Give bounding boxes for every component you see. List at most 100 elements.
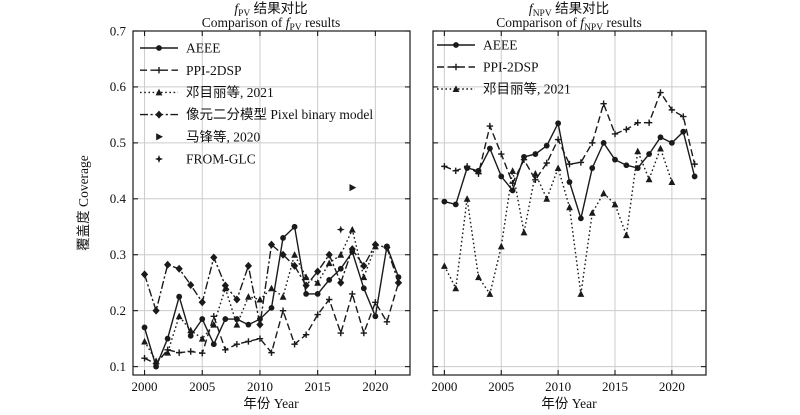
x-tick-label: 2005 [488,379,514,394]
marker-triangle [337,251,345,258]
marker-plus [349,290,356,298]
marker-plus [680,113,687,120]
marker-circle [372,313,379,320]
x-tick-label: 2015 [602,379,628,394]
marker-circle [156,45,162,51]
marker-triangle [175,312,183,320]
marker-triangle [141,337,148,345]
y-tick-label: 0.1 [110,359,126,374]
marker-plus [634,119,641,126]
marker-triangle [600,189,608,197]
marker-triangle [497,242,505,250]
series [440,89,698,297]
marker-plus [360,329,368,337]
x-tick-label: 2015 [305,379,331,394]
marker-plus [532,176,539,183]
left-chart-title-zh: fPV 结果对比 [234,1,307,19]
marker-circle [532,151,539,157]
marker-triangle [452,284,460,292]
legend-entry: AEEE [140,41,221,56]
legend-label: AEEE [186,41,221,56]
marker-diamond [290,261,299,270]
marker-plus [566,160,573,168]
marker-circle [646,151,653,157]
marker-plus [543,159,550,167]
legend-entry: PPI-2DSP [437,60,539,75]
axis-ticks [433,30,706,375]
marker-triangle-right [156,133,163,141]
marker-plus [155,66,163,74]
marker-diamond [348,245,356,254]
y-tick-label: 0.7 [110,23,127,38]
marker-circle [210,341,217,348]
marker-diamond [337,278,345,287]
legend-label: PPI-2DSP [483,60,539,75]
marker-circle [141,324,148,331]
marker-circle [453,42,459,48]
marker-triangle [325,259,333,267]
marker-triangle [302,273,310,281]
marker-circle [612,156,618,163]
right-chart-title-en: Comparison of fNPV results [496,15,641,33]
marker-diamond [198,298,206,307]
marker-diamond [210,253,218,262]
marker-diamond [256,320,264,329]
marker-triangle [668,178,676,186]
marker-plus [175,349,183,356]
marker-plus [691,160,698,168]
marker-triangle [440,262,448,269]
marker-triangle [291,251,298,258]
marker-triangle [566,203,573,211]
marker-plus [302,331,310,338]
marker-circle [543,142,550,149]
marker-triangle [233,321,241,328]
marker-plus [589,139,596,147]
marker-triangle [314,279,322,286]
marker-plus [222,346,229,354]
marker-circle [222,316,229,322]
series--pixel-binary-model [140,240,403,329]
right-chart-plot: 2000 2005 2010 2015 2020 AEEE PPI-2DSP 邓目丽等, 20… [431,30,707,394]
marker-triangle [577,290,585,297]
marker-plus [326,296,333,303]
right-x-axis-label: 年份 Year [541,396,597,411]
marker-plus [577,159,585,166]
marker-circle [668,139,675,146]
marker-circle [337,265,344,272]
marker-plus [554,136,562,143]
marker-triangle [543,195,551,202]
tick-labels: 2000 2005 2010 2015 2020 [431,379,685,394]
marker-triangle [509,167,517,174]
marker-circle [657,134,664,141]
marker-triangle [531,170,539,177]
legend-label: 像元二分模型 Pixel binary model [186,107,373,122]
marker-circle [498,173,505,180]
marker-circle [314,290,321,297]
x-tick-label: 2000 [431,379,457,394]
y-tick-label: 0.6 [110,79,127,94]
marker-diamond [279,250,287,259]
marker-diamond [267,240,276,249]
marker-triangle [155,88,163,96]
marker-circle [268,304,275,311]
legend-entry: 马锋等, 2020 [156,128,260,144]
marker-star [336,225,345,234]
marker-diamond [155,110,163,119]
marker-plus [245,338,252,345]
marker-diamond [394,278,403,287]
marker-circle [303,290,310,297]
marker-plus [210,313,217,320]
marker-circle [176,293,183,300]
marker-triangle [348,225,356,233]
legend-label: 马锋等, 2020 [186,128,260,144]
marker-triangle [360,273,368,281]
legend-entry: PPI-2DSP [140,63,242,78]
marker-triangle [187,326,195,334]
series-from-glc [336,225,345,234]
series--2020 [349,184,357,192]
marker-plus [645,119,653,126]
marker-plus [509,179,516,187]
marker-plus [463,163,471,170]
marker-diamond [221,281,229,290]
